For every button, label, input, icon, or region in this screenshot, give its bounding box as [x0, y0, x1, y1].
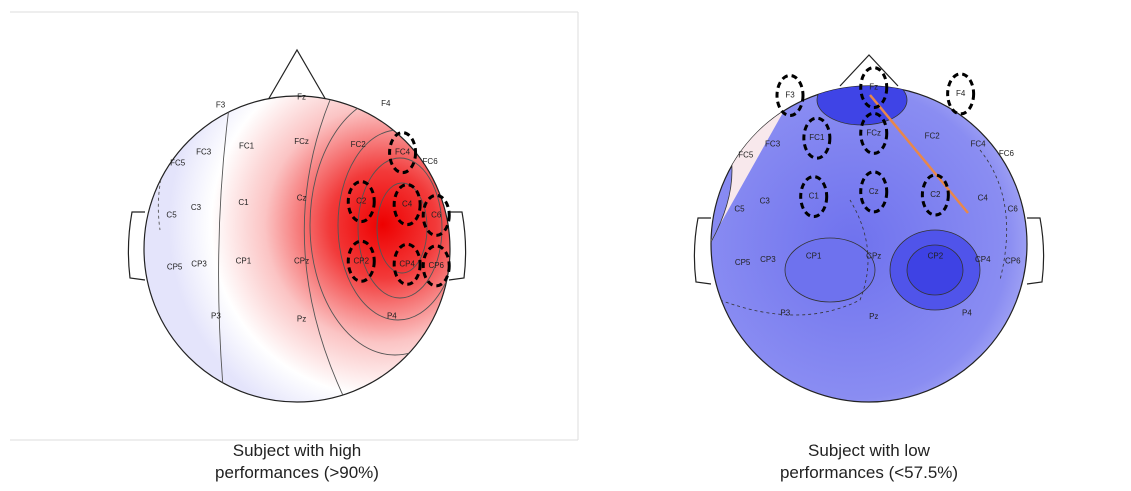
highlight-ring: [346, 180, 376, 224]
electrode-label: FC3: [196, 148, 212, 157]
highlight-ring: [388, 131, 418, 175]
electrode-label: FC6: [999, 149, 1015, 158]
caption: performances (>90%): [215, 463, 379, 482]
electrode-label: CP5: [167, 262, 183, 271]
caption: Subject with high: [233, 441, 362, 460]
electrode-label: C2: [356, 197, 367, 206]
electrode-label: FC5: [170, 158, 186, 167]
electrode-label: CP2: [353, 256, 369, 265]
highlight-ring: [421, 193, 451, 237]
electrode-label: F3: [216, 100, 226, 109]
electrode-label: C1: [809, 192, 820, 201]
electrode-label: FC1: [809, 133, 825, 142]
electrode-label: CP6: [1005, 256, 1021, 265]
electrode-label: C5: [734, 204, 745, 213]
highlight-ring: [421, 244, 451, 288]
head-right: [693, 54, 1045, 403]
electrode-label: FC2: [925, 132, 941, 141]
electrode-label: Pz: [869, 312, 878, 321]
highlight-ring: [920, 173, 950, 217]
electrode-label: CP4: [399, 259, 415, 268]
electrode-label: FCz: [866, 129, 881, 138]
electrode-label: Pz: [297, 314, 306, 323]
electrode-label: C3: [191, 203, 202, 212]
caption: Subject with low: [808, 441, 931, 460]
electrode-label: CP1: [236, 256, 252, 265]
electrode-label: C5: [166, 210, 177, 219]
highlight-ring: [859, 170, 889, 214]
highlight-ring: [946, 72, 976, 116]
electrode-label: C3: [760, 196, 771, 205]
electrode-label: FC4: [395, 148, 411, 157]
electrode-label: P4: [962, 309, 972, 318]
electrode-label: FC3: [765, 140, 781, 149]
electrode-label: P3: [211, 311, 221, 320]
electrode-label: CP6: [428, 261, 444, 270]
highlight-ring: [775, 73, 805, 117]
electrode-label: F3: [785, 91, 795, 100]
electrode-label: CPz: [294, 256, 309, 265]
electrode-label: F4: [956, 89, 966, 98]
highlight-ring: [346, 239, 376, 283]
electrode-label: CP5: [735, 258, 751, 267]
electrode-label: C4: [978, 193, 989, 202]
electrode-label: FCz: [294, 137, 309, 146]
connection-line: [869, 94, 969, 214]
electrode-label: F4: [381, 99, 391, 108]
electrode-label: Fz: [869, 83, 878, 92]
highlight-ring: [859, 111, 889, 155]
highlight-ring: [799, 175, 829, 219]
electrode-label: P3: [780, 309, 790, 318]
electrode-label: C6: [1008, 204, 1019, 213]
electrode-label: CP1: [806, 252, 822, 261]
electrode-label: CPz: [866, 252, 881, 261]
electrode-label: Cz: [297, 194, 307, 203]
electrode-label: FC1: [239, 142, 255, 151]
head-left: [127, 48, 467, 403]
electrode-label: CP3: [760, 255, 776, 264]
electrode-label: C2: [930, 190, 941, 199]
electrode-label: CP3: [191, 259, 207, 268]
electrode-label: CP4: [975, 255, 991, 264]
caption: performances (<57.5%): [780, 463, 958, 482]
panel-frame: [10, 11, 579, 441]
highlight-ring: [392, 183, 422, 227]
electrode-label: P4: [387, 311, 397, 320]
electrode-label: C6: [431, 210, 442, 219]
electrode-label: C4: [402, 200, 413, 209]
electrode-label: CP2: [928, 252, 944, 261]
electrode-label: FC4: [970, 140, 986, 149]
highlight-ring: [802, 116, 832, 160]
electrode-label: Cz: [869, 187, 879, 196]
electrode-label: FC6: [423, 157, 439, 166]
electrode-label: Fz: [297, 93, 306, 102]
highlight-ring: [392, 242, 422, 286]
electrode-label: FC5: [738, 151, 754, 160]
electrode-label: FC2: [351, 140, 367, 149]
electrode-label: C1: [238, 198, 249, 207]
highlight-ring: [859, 66, 889, 110]
